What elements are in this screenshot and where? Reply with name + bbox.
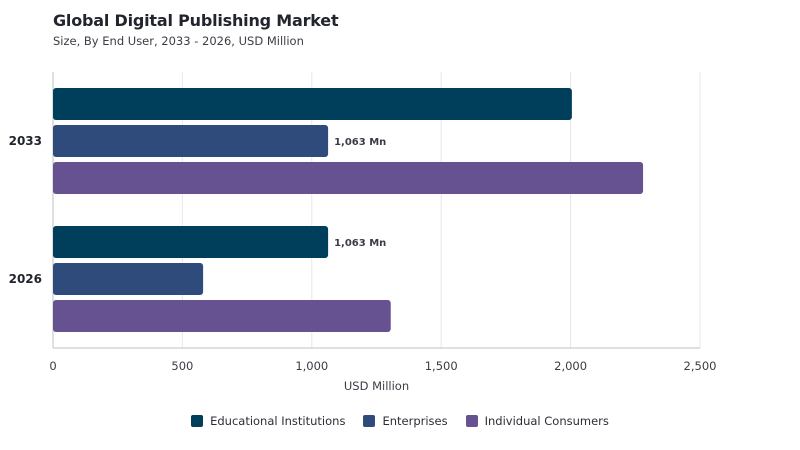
x-axis-title: USD Million (344, 379, 409, 393)
bar-educational-institutions-2026 (53, 226, 329, 258)
x-tick-label: 1,000 (295, 359, 328, 373)
legend-item: Enterprises (363, 414, 448, 428)
legend-swatch (191, 415, 204, 427)
legend-swatch (465, 415, 478, 427)
chart-title: Global Digital Publishing Market (53, 11, 339, 30)
category-label: 2026 (9, 272, 42, 286)
legend-item: Individual Consumers (465, 414, 609, 428)
legend-label: Educational Institutions (210, 414, 346, 428)
legend-label: Individual Consumers (484, 414, 609, 428)
x-tick-label: 2,500 (684, 359, 717, 373)
x-tick-label: 0 (49, 359, 56, 373)
bar-educational-institutions-2033 (53, 88, 572, 120)
legend-item: Educational Institutions (191, 414, 345, 428)
x-tick-label: 2,000 (554, 359, 587, 373)
category-label: 2033 (9, 134, 42, 148)
bar-individual-consumers-2033 (53, 162, 644, 194)
legend: Educational Institutions Enterprises Indiv… (0, 414, 800, 428)
x-tick-label: 1,500 (425, 359, 458, 373)
data-label: 1,063 Mn (334, 137, 386, 148)
bar-enterprises-2033 (53, 125, 329, 157)
data-label: 1,063 Mn (334, 238, 386, 249)
legend-label: Enterprises (382, 414, 448, 428)
x-tick-label: 500 (171, 359, 193, 373)
bar-enterprises-2026 (53, 263, 204, 295)
bar-individual-consumers-2026 (53, 300, 391, 332)
legend-swatch (363, 415, 376, 427)
chart-subtitle: Size, By End User, 2033 - 2026, USD Mill… (53, 34, 304, 48)
